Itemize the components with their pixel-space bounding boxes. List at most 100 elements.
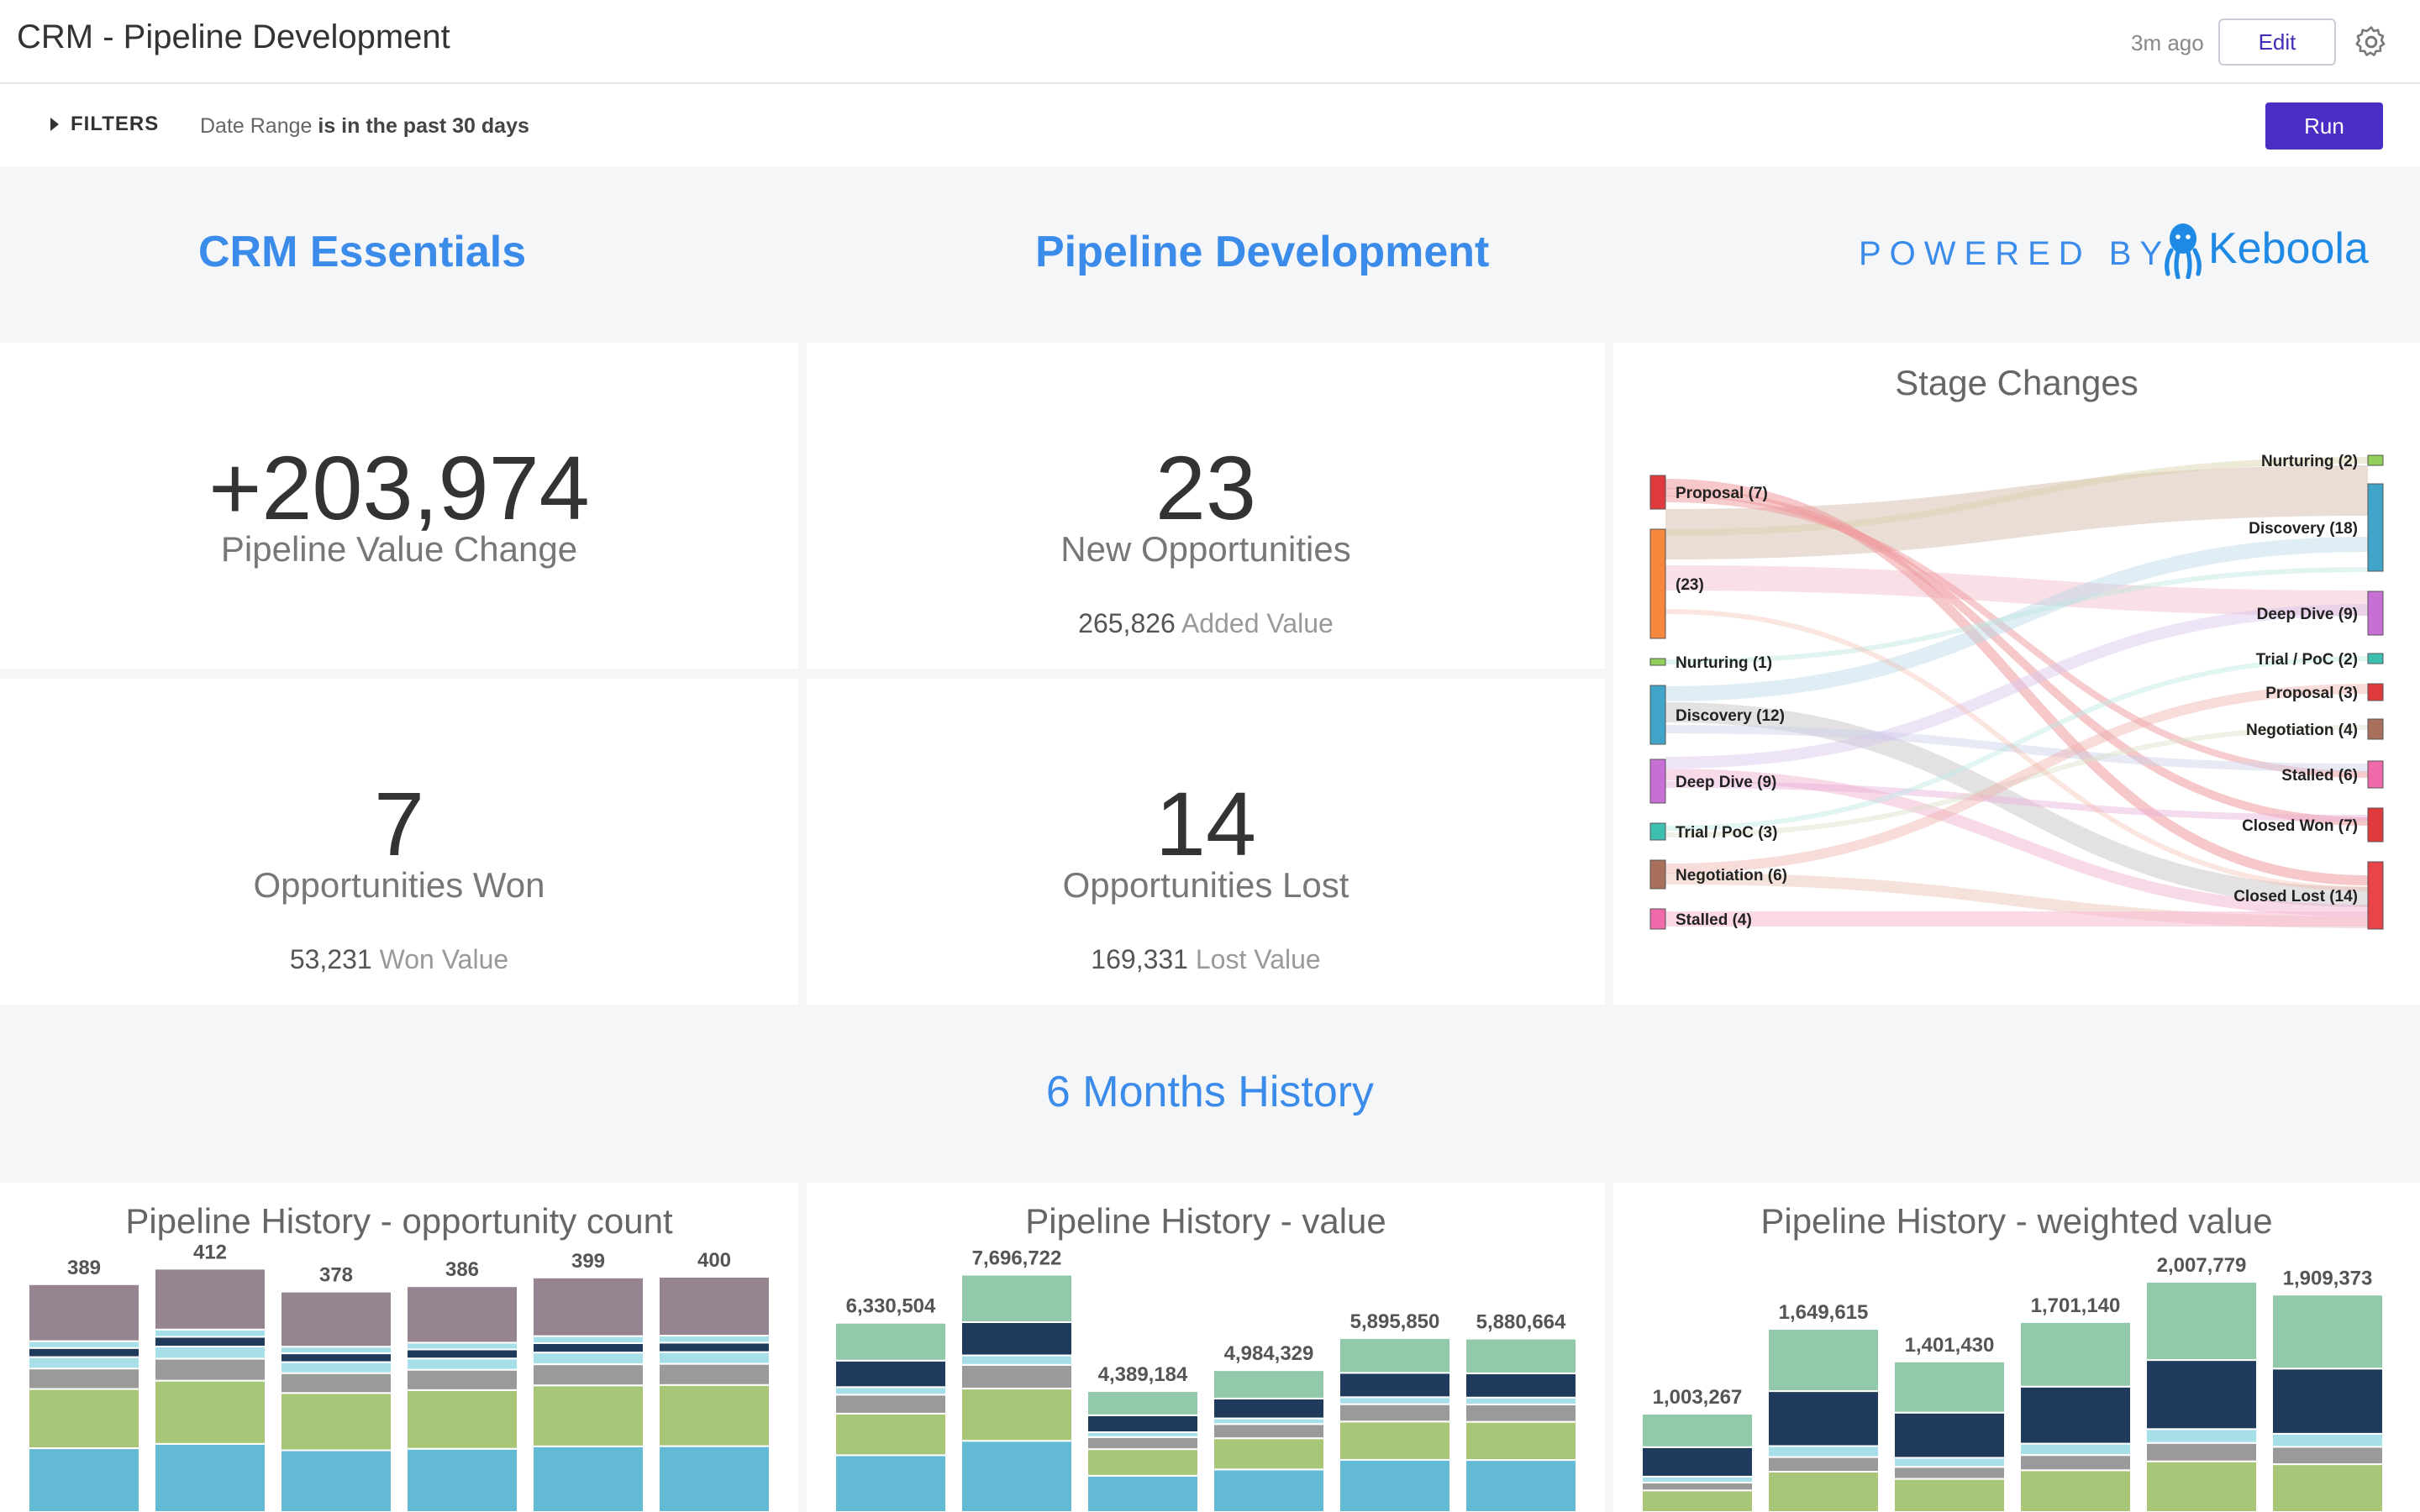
sankey-chart[interactable]: Proposal (7) (23) Nurturing (1) Discovery (… xyxy=(1613,343,2420,1005)
history-bar-segment[interactable] xyxy=(28,1368,140,1390)
history-bar-segment[interactable] xyxy=(532,1335,644,1344)
history-bar-segment[interactable] xyxy=(2145,1428,2258,1444)
history-bar-segment[interactable] xyxy=(1213,1417,1325,1425)
history-bar-segment[interactable] xyxy=(1339,1336,1451,1374)
history-bar-segment[interactable] xyxy=(1893,1457,2006,1468)
history-bar-segment[interactable] xyxy=(2271,1446,2384,1466)
history-bar-segment[interactable] xyxy=(658,1351,771,1365)
history-bar-segment[interactable] xyxy=(154,1357,266,1382)
history-bar-segment[interactable] xyxy=(1339,1372,1451,1399)
history-bar-segment[interactable] xyxy=(1465,1420,1577,1462)
history-bar-segment[interactable] xyxy=(1213,1397,1325,1420)
history-bar-segment[interactable] xyxy=(658,1335,771,1344)
sankey-right-node[interactable] xyxy=(2367,760,2384,789)
history-bar-segment[interactable] xyxy=(2019,1454,2132,1472)
history-bar-segment[interactable] xyxy=(1893,1466,2006,1480)
history-bar-segment[interactable] xyxy=(532,1445,644,1512)
history-bar-segment[interactable] xyxy=(834,1321,947,1362)
history-bar-segment[interactable] xyxy=(406,1447,518,1512)
history-bar-segment[interactable] xyxy=(154,1379,266,1445)
history-bar-segment[interactable] xyxy=(406,1348,518,1360)
sankey-right-node[interactable] xyxy=(2367,807,2384,843)
history-bar-segment[interactable] xyxy=(1339,1396,1451,1405)
history-bar-segment[interactable] xyxy=(1086,1448,1199,1477)
history-bar-segment[interactable] xyxy=(28,1283,140,1342)
sankey-left-node[interactable] xyxy=(1649,908,1666,930)
history-bar-segment[interactable] xyxy=(1465,1404,1577,1423)
history-bar-segment[interactable] xyxy=(834,1412,947,1457)
sankey-right-node[interactable] xyxy=(2367,591,2384,636)
history-bar-segment[interactable] xyxy=(1641,1413,1754,1448)
history-bar-segment[interactable] xyxy=(2271,1294,2384,1370)
history-bar-segment[interactable] xyxy=(1339,1403,1451,1423)
history-bar-segment[interactable] xyxy=(154,1328,266,1338)
history-bar-segment[interactable] xyxy=(1086,1414,1199,1434)
history-bar-segment[interactable] xyxy=(154,1268,266,1331)
history-bar-segment[interactable] xyxy=(2145,1280,2258,1362)
history-bar-segment[interactable] xyxy=(1213,1437,1325,1471)
filters-toggle[interactable]: FILTERS xyxy=(50,113,159,136)
sankey-left-node[interactable] xyxy=(1649,685,1666,745)
history-bar-segment[interactable] xyxy=(1213,1468,1325,1512)
sankey-left-node[interactable] xyxy=(1649,759,1666,804)
sankey-right-node[interactable] xyxy=(2367,718,2384,740)
history-bar-segment[interactable] xyxy=(1767,1456,1880,1473)
history-bar-segment[interactable] xyxy=(1465,1459,1577,1512)
history-bar-segment[interactable] xyxy=(1767,1327,1880,1393)
sankey-left-node[interactable] xyxy=(1649,475,1666,510)
history-bar-segment[interactable] xyxy=(406,1357,518,1371)
history-bar-segment[interactable] xyxy=(280,1449,392,1512)
history-bar-segment[interactable] xyxy=(834,1359,947,1389)
history-bar-segment[interactable] xyxy=(1893,1360,2006,1414)
sankey-right-node[interactable] xyxy=(2367,683,2384,701)
history-bar-segment[interactable] xyxy=(2145,1359,2258,1431)
history-bar-segment[interactable] xyxy=(1767,1471,1880,1512)
history-bar-segment[interactable] xyxy=(2271,1432,2384,1448)
history-bar-segment[interactable] xyxy=(2145,1460,2258,1512)
gear-icon[interactable] xyxy=(2353,24,2390,60)
history-bar-segment[interactable] xyxy=(154,1336,266,1348)
history-bar-segment[interactable] xyxy=(28,1356,140,1370)
history-bar-segment[interactable] xyxy=(960,1320,1073,1357)
history-bar-segment[interactable] xyxy=(280,1392,392,1452)
history-bar-segment[interactable] xyxy=(1641,1489,1754,1512)
history-bar-segment[interactable] xyxy=(1641,1475,1754,1483)
sankey-left-node[interactable] xyxy=(1649,528,1666,639)
history-bar-segment[interactable] xyxy=(834,1454,947,1512)
history-bar-segment[interactable] xyxy=(658,1445,771,1512)
history-bar-segment[interactable] xyxy=(406,1368,518,1391)
history-bar-segment[interactable] xyxy=(280,1290,392,1348)
sankey-left-node[interactable] xyxy=(1649,658,1666,666)
history-weighted-chart[interactable]: 1,003,267 1,649,615 1,401,430 1,701,140 2,00… xyxy=(1613,1183,2420,1512)
history-bar-segment[interactable] xyxy=(658,1383,771,1447)
history-bar-segment[interactable] xyxy=(1339,1420,1451,1461)
history-bar-segment[interactable] xyxy=(1465,1396,1577,1406)
history-bar-segment[interactable] xyxy=(28,1388,140,1450)
history-bar-segment[interactable] xyxy=(1465,1337,1577,1374)
history-bar-segment[interactable] xyxy=(154,1442,266,1512)
history-bar-segment[interactable] xyxy=(406,1389,518,1450)
history-bar-segment[interactable] xyxy=(532,1352,644,1366)
history-value-chart[interactable]: 6,330,504 7,696,722 4,389,184 4,984,329 5,89… xyxy=(807,1183,1605,1512)
history-bar-segment[interactable] xyxy=(2019,1385,2132,1445)
history-bar-segment[interactable] xyxy=(1213,1369,1325,1399)
history-bar-segment[interactable] xyxy=(1893,1411,2006,1459)
history-bar-segment[interactable] xyxy=(2145,1441,2258,1462)
history-bar-segment[interactable] xyxy=(658,1362,771,1386)
history-bar-segment[interactable] xyxy=(1641,1481,1754,1492)
sankey-right-node[interactable] xyxy=(2367,653,2384,664)
history-bar-segment[interactable] xyxy=(532,1384,644,1447)
history-bar-segment[interactable] xyxy=(960,1354,1073,1366)
history-bar-segment[interactable] xyxy=(2271,1368,2384,1435)
history-bar-segment[interactable] xyxy=(1893,1478,2006,1512)
history-bar-segment[interactable] xyxy=(2271,1463,2384,1512)
history-bar-segment[interactable] xyxy=(532,1276,644,1337)
history-bar-segment[interactable] xyxy=(280,1372,392,1394)
history-count-chart[interactable]: 389 412 378 386 399 400 xyxy=(0,1183,798,1512)
history-bar-segment[interactable] xyxy=(1086,1474,1199,1512)
history-bar-segment[interactable] xyxy=(960,1388,1073,1442)
history-bar-segment[interactable] xyxy=(834,1386,947,1396)
history-bar-segment[interactable] xyxy=(834,1394,947,1415)
history-bar-segment[interactable] xyxy=(2019,1442,2132,1457)
history-bar-segment[interactable] xyxy=(1339,1458,1451,1512)
